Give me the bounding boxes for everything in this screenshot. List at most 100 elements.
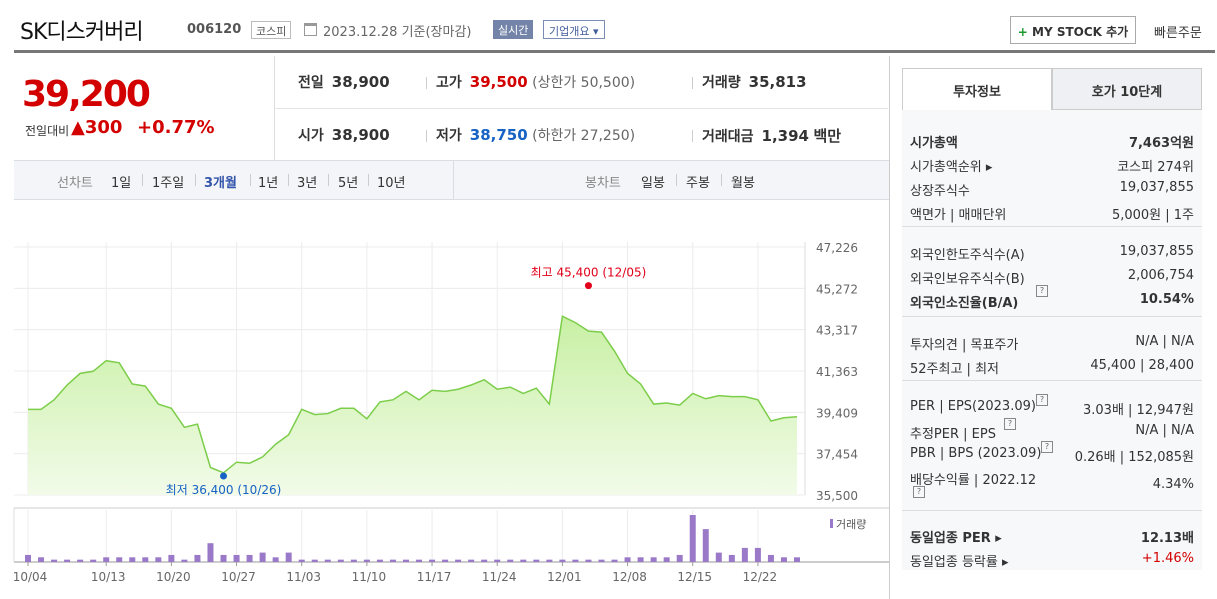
volume-bar	[259, 552, 266, 562]
volume-legend-swatch	[830, 519, 833, 528]
panel-divider	[902, 226, 1202, 227]
info-value: 19,037,855	[1119, 244, 1194, 259]
tab-orderbook[interactable]: 호가 10단계	[1052, 68, 1202, 110]
period-10y[interactable]: 10년	[377, 176, 406, 191]
lower-limit: (하한가 27,250)	[532, 128, 636, 144]
info-value: 3.03배 | 12,947원	[1083, 403, 1194, 418]
volume-bar	[233, 554, 240, 562]
x-tick-label: 12/08	[612, 570, 647, 584]
info-label: PER | EPS(2023.09)	[910, 399, 1036, 414]
info-value: 0.26배 | 152,085원	[1074, 450, 1194, 465]
company-overview-dropdown[interactable]: 기업개요 ▾	[543, 20, 605, 39]
period-3m[interactable]: 3개월	[204, 176, 237, 191]
volume-bar	[780, 557, 787, 562]
amount-value: 1,394	[761, 127, 809, 145]
low-label: 저가	[436, 128, 462, 144]
help-icon[interactable]: ?	[1004, 418, 1016, 430]
volume-bar	[363, 559, 370, 562]
price-chart[interactable]: 47,226 45,272 43,317 41,363 39,409 37,454 35,5…	[0, 200, 890, 599]
amount-label: 거래대금	[702, 129, 754, 145]
header-divider	[14, 50, 1215, 53]
info-label: PBR | BPS (2023.09)	[910, 446, 1042, 461]
x-tick-label: 10/04	[13, 570, 48, 584]
open-value: 38,900	[331, 126, 390, 144]
divider	[889, 56, 890, 599]
info-row-g5-0: 동일업종 PER ▸ 12.13배	[910, 527, 1194, 549]
volume-bar	[585, 559, 592, 562]
info-row-g1-0: 시가총액 7,463억원	[910, 132, 1194, 154]
prev-close-label: 전일	[298, 75, 324, 91]
help-icon[interactable]: ?	[1036, 285, 1048, 297]
volume-bar	[350, 559, 357, 562]
period-5y[interactable]: 5년	[338, 176, 359, 191]
info-row-g4-2: PBR | BPS (2023.09) 0.26배 | 152,085원	[910, 446, 1194, 468]
tab-invest-info[interactable]: 투자정보	[902, 68, 1052, 110]
info-value: 7,463억원	[1128, 136, 1194, 151]
quick-order-button[interactable]: 빠른주문	[1154, 26, 1202, 41]
volume-bar	[794, 557, 800, 562]
help-icon[interactable]: ?	[1036, 394, 1048, 406]
volume-bar	[64, 559, 71, 562]
change-value: ▲300	[71, 117, 123, 138]
y-tick-label: 43,317	[816, 324, 858, 338]
chevron-down-icon: ▾	[589, 25, 599, 38]
volume-bar	[38, 557, 45, 562]
realtime-button[interactable]: 실시간	[493, 20, 534, 39]
volume-bar	[181, 559, 188, 562]
high-label: 고가	[436, 75, 462, 91]
volume-bar	[220, 554, 227, 562]
volume-bar	[572, 559, 579, 562]
amount-unit: 백만	[813, 127, 842, 145]
info-label: 외국인소진율(B/A)	[910, 296, 1019, 311]
volume-bar	[324, 559, 331, 562]
info-row-g3-1: 52주최고 | 최저 45,400 | 28,400	[910, 358, 1194, 380]
info-row-g4-3: 배당수익률 | 2022.12 4.34%	[910, 469, 1194, 492]
info-row-g5-1: 동일업종 등락률 ▸ +1.46%	[910, 551, 1194, 573]
volume-bar	[520, 559, 527, 562]
x-tick-label: 12/22	[743, 570, 778, 584]
volume-bar	[546, 559, 553, 562]
volume-bar	[272, 557, 279, 562]
y-tick-label: 35,500	[816, 489, 858, 503]
volume-bar	[416, 559, 423, 562]
period-3y[interactable]: 3년	[297, 176, 318, 191]
help-icon[interactable]: ?	[1041, 441, 1053, 453]
volume-bar	[637, 557, 644, 562]
period-1d[interactable]: 1일	[111, 176, 132, 191]
info-tabs: 투자정보 호가 10단계	[902, 68, 1202, 110]
info-value: 45,400 | 28,400	[1090, 358, 1194, 373]
volume-bar	[246, 554, 253, 562]
candle-weekly[interactable]: 주봉	[686, 176, 710, 191]
volume-bar	[77, 559, 84, 562]
help-icon[interactable]: ?	[913, 486, 925, 498]
current-price: 39,200	[22, 74, 151, 115]
period-1w[interactable]: 1주일	[152, 176, 185, 191]
info-label: 외국인한도주식수(A)	[910, 248, 1025, 263]
panel-divider	[902, 316, 1202, 317]
volume: 거래량 35,813	[702, 72, 807, 92]
volume-bar	[142, 557, 149, 562]
volume-bar	[51, 559, 58, 562]
volume-bar	[650, 557, 657, 562]
volume-bar	[676, 554, 683, 562]
candle-daily[interactable]: 일봉	[641, 176, 665, 191]
add-my-stock-button[interactable]: + MY STOCK 추가	[1010, 16, 1136, 44]
upper-limit: (상한가 50,500)	[532, 75, 636, 91]
x-tick-label: 11/10	[352, 570, 387, 584]
volume-bar	[611, 559, 618, 562]
volume-bar	[728, 554, 735, 562]
volume-legend-label: 거래량	[836, 518, 866, 531]
candle-monthly[interactable]: 월봉	[731, 176, 755, 191]
info-label: 투자의견 | 목표주가	[910, 338, 1019, 353]
overview-label: 기업개요	[549, 25, 590, 38]
prev-close-value: 38,900	[331, 73, 390, 91]
change-percent: +0.77%	[137, 117, 215, 138]
volume-bar	[90, 559, 97, 562]
volume-bar	[337, 559, 344, 562]
invest-info-panel	[902, 110, 1202, 570]
volume-bar	[507, 559, 514, 562]
volume-bar	[207, 543, 214, 562]
period-1y[interactable]: 1년	[258, 176, 279, 191]
x-tick-label: 11/03	[286, 570, 321, 584]
company-title[interactable]: SK디스커버리	[20, 20, 144, 45]
